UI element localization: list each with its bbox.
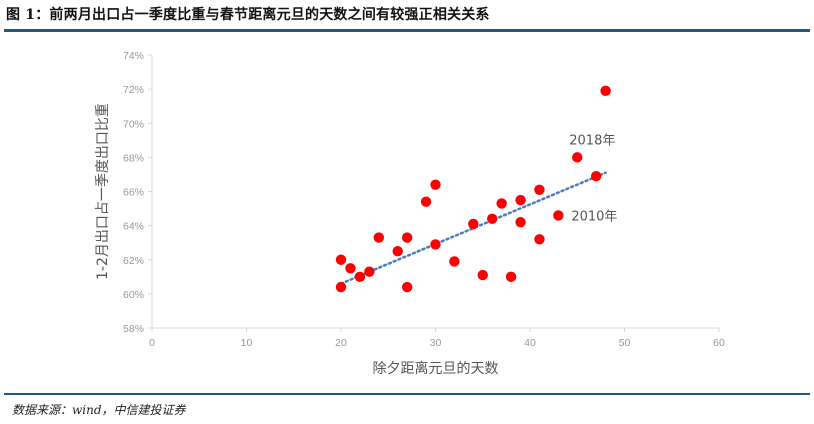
chart-axes: 58% 60% 62% 64% 66% 68% 70% 72% 74% 0 10 20 30 40 50 60…	[95, 50, 725, 377]
data-point	[401, 232, 413, 243]
x-tick-label: 20	[335, 337, 347, 349]
data-point	[505, 271, 517, 283]
y-tick-label: 58%	[123, 323, 144, 335]
chart-labels: 2018年 2010年	[569, 133, 617, 224]
y-tick-label: 70%	[123, 118, 144, 130]
x-tick-label: 30	[430, 337, 442, 349]
data-points	[335, 85, 611, 293]
y-tick-label: 66%	[123, 187, 144, 199]
x-tick-label: 10	[241, 337, 253, 349]
data-point	[364, 266, 375, 277]
y-tick-label: 62%	[123, 255, 144, 267]
x-tick-label: 50	[619, 337, 631, 349]
y-tick-label: 74%	[123, 50, 144, 62]
data-point	[590, 170, 602, 182]
x-tick-label: 40	[524, 337, 536, 349]
data-point	[496, 198, 507, 209]
point-annotation: 2018年	[569, 133, 615, 148]
data-point	[572, 152, 583, 163]
x-tick-label: 0	[149, 337, 155, 349]
data-point	[553, 210, 564, 221]
data-point	[515, 217, 526, 228]
data-point	[420, 196, 432, 207]
x-tick-label: 60	[713, 337, 725, 349]
y-axis-title: 1-2月出口占一季度出口比重	[95, 103, 111, 280]
x-axis-title: 除夕距离元旦的天数	[373, 360, 499, 377]
data-point	[534, 184, 545, 195]
data-source-note: 数据来源：wind，中信建投证券	[12, 403, 186, 417]
y-tick-label: 68%	[123, 152, 144, 164]
data-point	[401, 281, 413, 293]
data-point	[449, 256, 460, 267]
data-point	[335, 254, 347, 265]
figure-title: 图 1：前两月出口占一季度比重与春节距离元旦的天数之间有较强正相关关系	[6, 7, 490, 23]
footer-divider	[4, 393, 810, 395]
data-point	[392, 246, 403, 257]
data-point	[430, 179, 441, 190]
data-point	[487, 213, 498, 224]
data-point	[354, 271, 366, 283]
point-annotation: 2010年	[571, 209, 617, 224]
data-point	[373, 232, 384, 243]
data-point	[600, 85, 611, 97]
data-point	[534, 234, 545, 245]
data-point	[515, 194, 526, 206]
y-tick-label: 64%	[123, 221, 144, 233]
y-tick-label: 72%	[123, 84, 144, 96]
data-point	[468, 218, 479, 230]
data-point	[345, 263, 356, 274]
y-tick-label: 60%	[123, 289, 144, 301]
title-divider	[4, 29, 810, 32]
data-point	[477, 269, 488, 281]
data-point	[430, 239, 441, 250]
data-point	[335, 281, 347, 293]
